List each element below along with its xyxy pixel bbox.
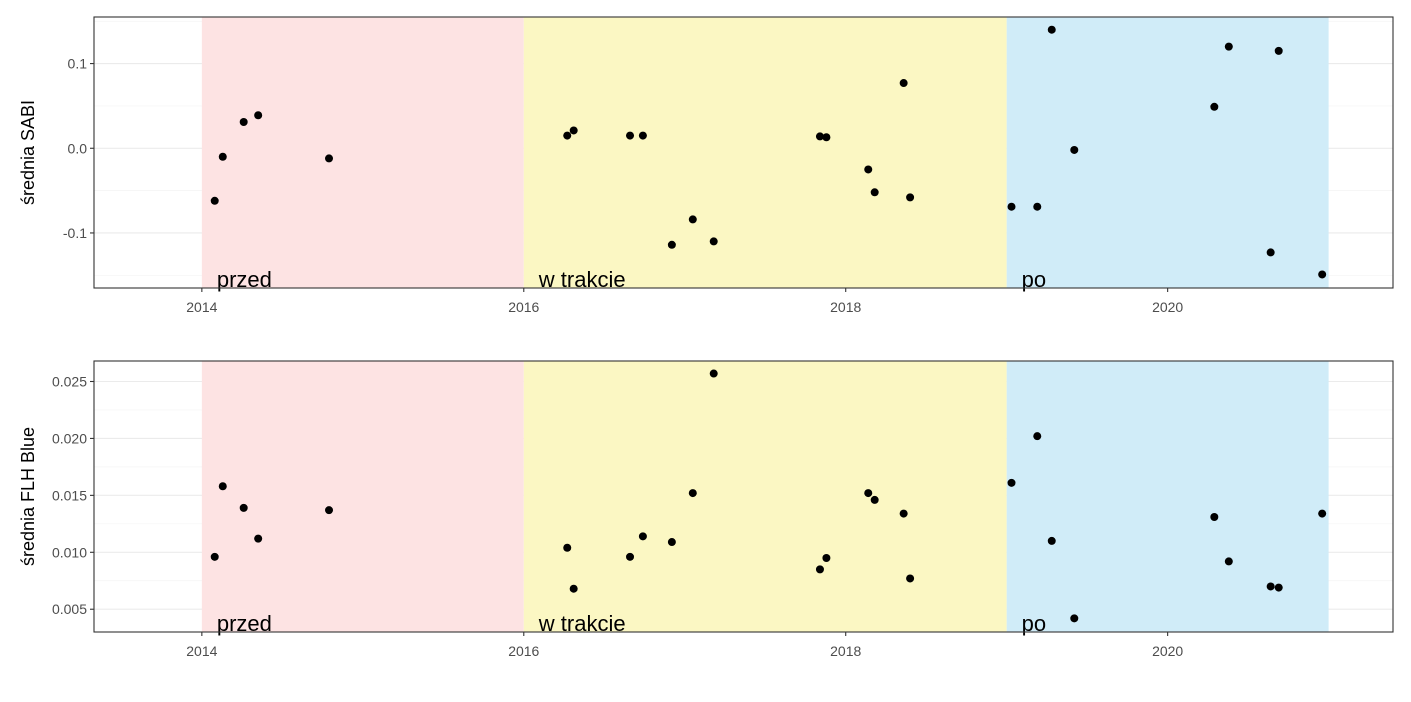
x-tick-label: 2016 <box>508 299 539 315</box>
data-point <box>667 240 676 249</box>
data-point <box>1007 478 1016 487</box>
panel-border <box>93 360 1394 633</box>
data-point <box>626 131 635 140</box>
x-tick-label: 2018 <box>830 299 861 315</box>
x-tick-label: 2018 <box>830 643 861 659</box>
data-point <box>1033 432 1042 441</box>
y-tick-label: 0.015 <box>52 487 87 503</box>
data-point <box>638 532 647 541</box>
panel-border <box>93 16 1394 289</box>
data-point <box>688 489 697 498</box>
y-tick-label: 0.0 <box>68 140 88 156</box>
data-point <box>1007 202 1016 211</box>
x-tick-label: 2014 <box>186 299 217 315</box>
y-tick-label: 0.1 <box>68 56 88 72</box>
data-point <box>1033 202 1042 211</box>
data-point <box>667 538 676 547</box>
region-band-0 <box>201 17 524 288</box>
data-point <box>822 553 831 562</box>
data-point <box>815 132 824 141</box>
y-tick-label: 0.005 <box>52 601 87 617</box>
x-tick-label: 2020 <box>1152 299 1183 315</box>
x-tick-label: 2014 <box>186 643 217 659</box>
data-point <box>1274 46 1283 55</box>
data-point <box>1070 614 1079 623</box>
x-tick-label: 2020 <box>1152 643 1183 659</box>
data-point <box>709 237 718 246</box>
y-tick-label: 0.020 <box>52 430 87 446</box>
data-point <box>815 565 824 574</box>
data-point <box>1210 512 1219 521</box>
data-point <box>1070 145 1079 154</box>
data-point <box>210 196 219 205</box>
data-point <box>325 154 334 163</box>
x-tick-label: 2016 <box>508 643 539 659</box>
region-band-1 <box>523 17 1007 288</box>
panel-flh-blue: przed w trakcie po0.0050.0100.0150.0200.02… <box>18 360 1394 659</box>
region-band-1 <box>523 361 1007 632</box>
data-point <box>569 584 578 593</box>
data-point <box>210 552 219 561</box>
data-point <box>899 509 908 518</box>
data-point <box>1266 248 1275 257</box>
data-point <box>688 215 697 224</box>
data-point <box>899 79 908 88</box>
data-point <box>1224 557 1233 566</box>
data-point <box>325 506 334 515</box>
data-point <box>254 111 263 120</box>
data-point <box>569 126 578 135</box>
data-point <box>864 165 873 174</box>
data-point <box>822 133 831 142</box>
data-point <box>626 552 635 561</box>
data-point <box>1274 583 1283 592</box>
data-point <box>1318 509 1327 518</box>
data-point <box>906 193 915 202</box>
data-point <box>1047 536 1056 545</box>
y-tick-label: -0.1 <box>63 225 87 241</box>
data-point <box>1210 102 1219 111</box>
data-point <box>870 495 879 504</box>
y-axis-label: średnia SABI <box>18 100 38 205</box>
region-band-2 <box>1006 17 1329 288</box>
data-point <box>563 543 572 552</box>
y-axis-label: średnia FLH Blue <box>18 427 38 566</box>
data-point <box>1266 582 1275 591</box>
data-point <box>864 489 873 498</box>
data-point <box>870 188 879 197</box>
data-point <box>1318 270 1327 279</box>
region-band-0 <box>201 361 524 632</box>
data-point <box>906 574 915 583</box>
y-tick-label: 0.010 <box>52 544 87 560</box>
y-tick-label: 0.025 <box>52 373 87 389</box>
data-point <box>239 503 248 512</box>
region-band-2 <box>1006 361 1329 632</box>
data-point <box>709 369 718 378</box>
data-point <box>254 534 263 543</box>
data-point <box>563 131 572 140</box>
data-point <box>638 131 647 140</box>
data-point <box>218 482 227 491</box>
data-point <box>1047 25 1056 34</box>
data-point <box>1224 42 1233 51</box>
data-point <box>239 118 248 127</box>
data-point <box>218 152 227 161</box>
